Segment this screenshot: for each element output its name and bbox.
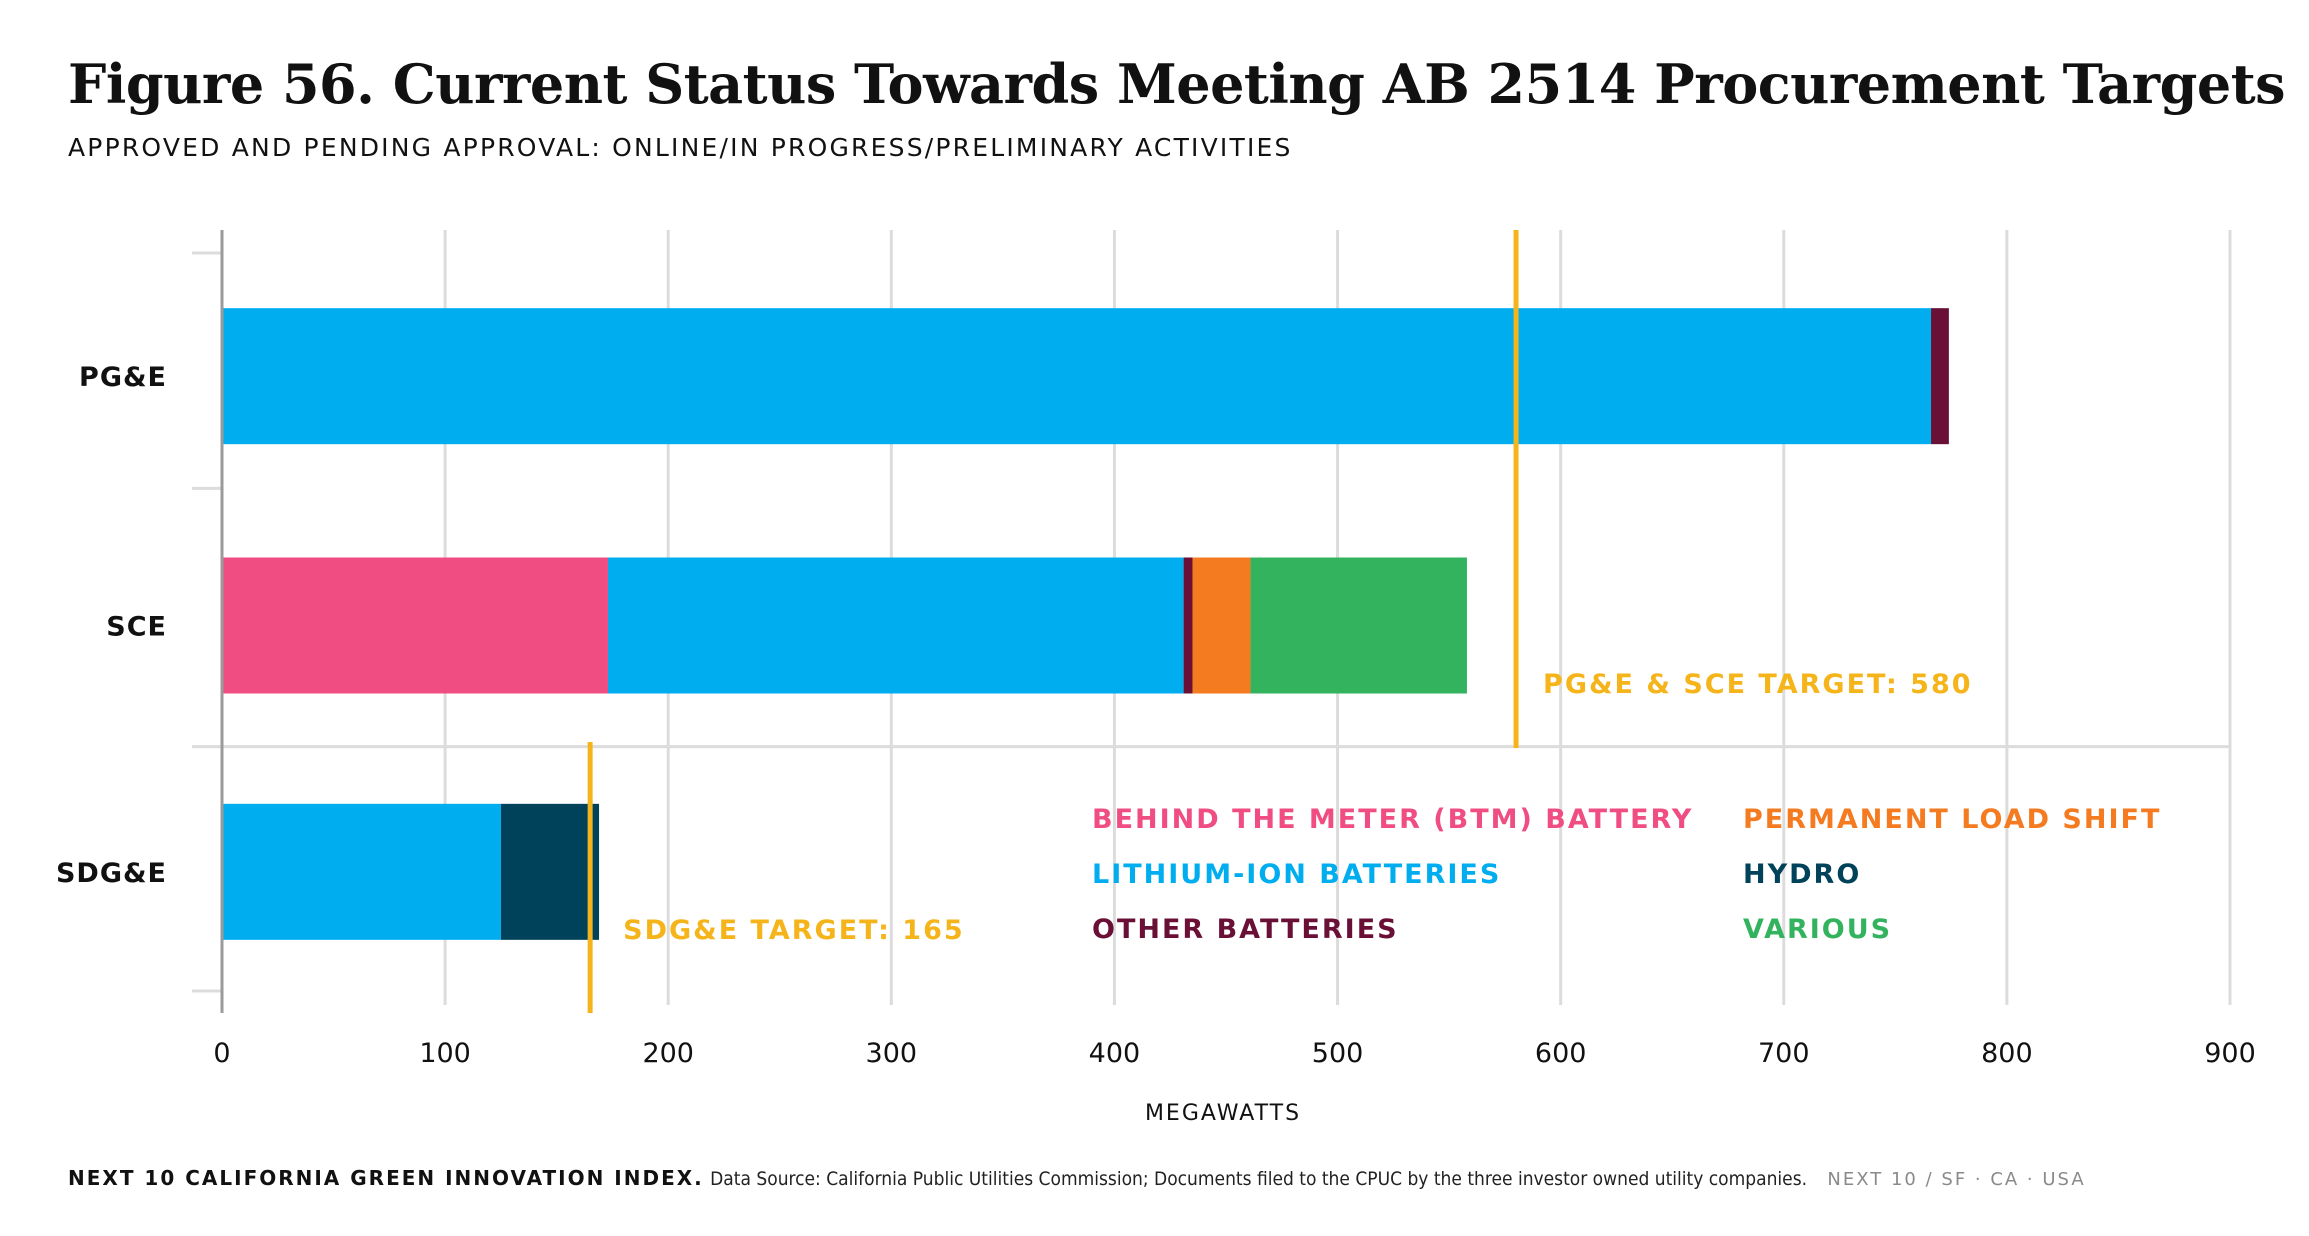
footer-brand: NEXT 10 CALIFORNIA GREEN INNOVATION INDE… (68, 1166, 704, 1190)
chart-title: Figure 56. Current Status Towards Meetin… (68, 52, 2286, 116)
legend-entry: BEHIND THE METER (BTM) BATTERY (1092, 804, 1693, 835)
x-tick-label: 800 (1981, 1038, 2033, 1069)
x-tick-label: 0 (213, 1038, 230, 1069)
legend-entry: LITHIUM-ION BATTERIES (1092, 859, 1501, 890)
x-tick-label: 400 (1089, 1038, 1141, 1069)
target-label-sdge: SDG&E TARGET: 165 (623, 915, 965, 946)
y-category-label: SDG&E (56, 858, 167, 889)
footer-org: NEXT 10 / SF · CA · USA (1827, 1169, 2086, 1190)
legend-entry: PERMANENT LOAD SHIFT (1743, 804, 2161, 835)
x-tick-label: 900 (2204, 1038, 2256, 1069)
bar-segment (1250, 557, 1467, 694)
bar-segment (222, 803, 501, 940)
footer: NEXT 10 CALIFORNIA GREEN INNOVATION INDE… (68, 1166, 2086, 1190)
bar-segment (222, 557, 608, 694)
target-label-pge-sce: PG&E & SCE TARGET: 580 (1543, 669, 1973, 700)
x-tick-label: 500 (1312, 1038, 1364, 1069)
y-category-label: SCE (106, 612, 167, 643)
x-tick-label: 200 (642, 1038, 694, 1069)
x-tick-label: 600 (1535, 1038, 1587, 1069)
legend-entry: OTHER BATTERIES (1092, 914, 1399, 945)
x-tick-label: 100 (419, 1038, 471, 1069)
bar-segment (500, 803, 600, 940)
bar-segment (1931, 308, 1949, 445)
bar-segment (1183, 557, 1193, 694)
bar-segment (607, 557, 1184, 694)
bar-segment (1192, 557, 1251, 694)
stacked-bar-chart: 0 100 200 300 400 500 600 700 800 900 MEGAWATTS PG&… (56, 230, 2256, 1126)
legend-entry: HYDRO (1743, 859, 1861, 890)
x-tick-label: 700 (1758, 1038, 1810, 1069)
chart-subtitle: APPROVED AND PENDING APPROVAL: ONLINE/IN… (68, 133, 1293, 162)
footer-source: Data Source: California Public Utilities… (710, 1168, 1808, 1190)
x-axis-label: MEGAWATTS (1145, 1101, 1301, 1126)
x-tick-label: 300 (866, 1038, 918, 1069)
y-category-label: PG&E (79, 362, 167, 393)
legend-entry: VARIOUS (1743, 914, 1892, 945)
bar-segment (222, 308, 1932, 445)
